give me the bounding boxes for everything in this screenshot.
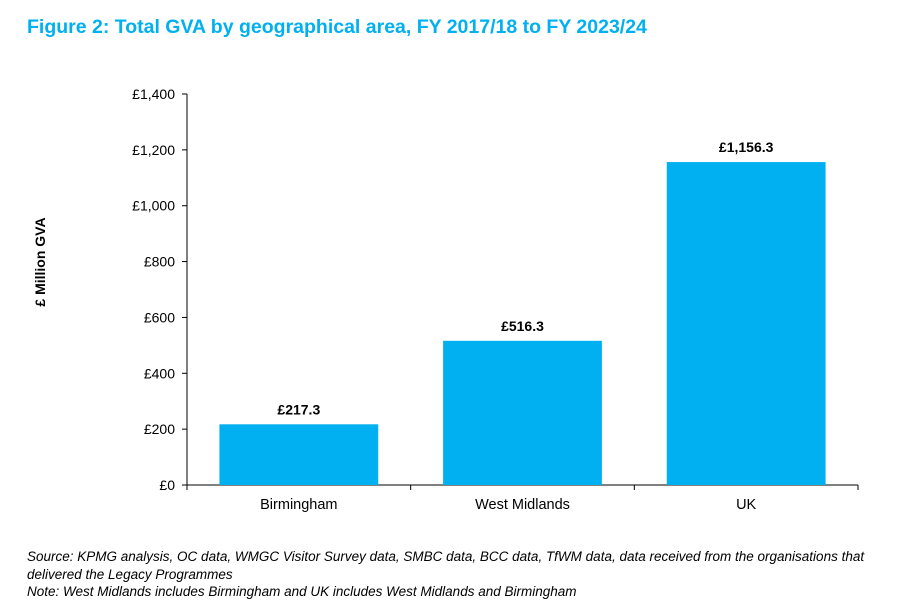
y-tick-label: £600 [144,309,175,325]
data-label: £1,156.3 [719,139,774,155]
y-tick-label: £1,200 [132,142,175,158]
bars [219,162,826,485]
category-label: Birmingham [260,497,337,513]
bar [666,162,826,485]
data-labels: £217.3 £516.3 £1,156.3 [277,139,773,417]
bar [443,340,602,485]
data-label: £516.3 [501,318,544,334]
y-tick-label: £1,400 [132,86,175,102]
y-tick-label: £1,000 [132,198,175,214]
y-tick-label: £0 [159,477,175,493]
y-axis: £0 £200 £400 £600 £800 £1,000 £1,200 £1,400 [132,86,188,493]
data-label: £217.3 [277,401,320,417]
bar [219,424,379,485]
chart-notes: Source: KPMG analysis, OC data, WMGC Vis… [27,548,887,601]
y-tick-label: £200 [144,421,175,437]
source-note: Source: KPMG analysis, OC data, WMGC Vis… [27,549,865,582]
y-tick-label: £400 [144,365,175,381]
x-axis: Birmingham West Midlands UK [186,484,859,513]
figure-title: Figure 2: Total GVA by geographical area… [27,16,647,38]
bar-chart: £0 £200 £400 £600 £800 £1,000 £1,200 £1,400 Bir… [32,86,859,513]
definition-note: Note: West Midlands includes Birmingham … [27,584,577,599]
category-label: UK [736,497,756,513]
category-label: West Midlands [475,497,570,513]
y-tick-label: £800 [144,254,175,270]
y-axis-label: £ Million GVA [32,217,48,306]
